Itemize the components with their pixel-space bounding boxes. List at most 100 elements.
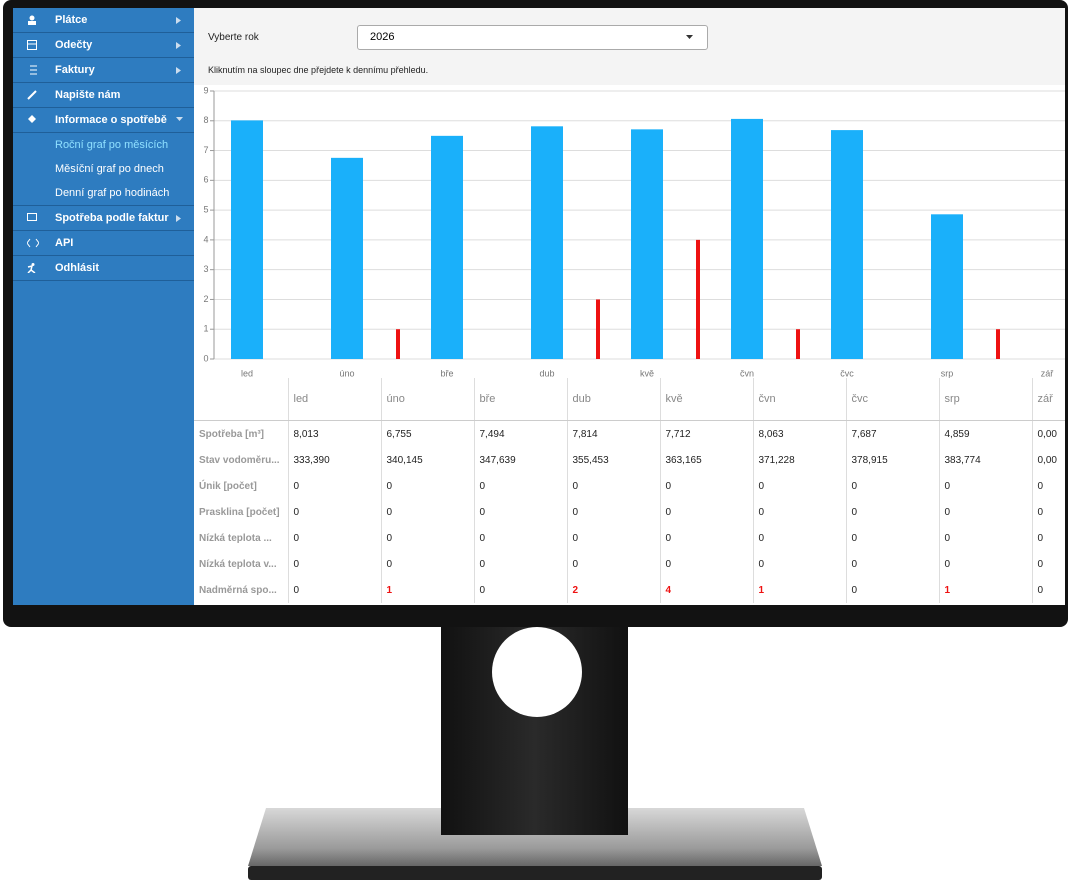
x-tick-label: led [241, 368, 253, 378]
bar [231, 120, 263, 359]
table-cell: 1 [939, 577, 1033, 603]
table-row: Spotřeba [m³] 8,013 6,755 7,494 7,814 7,712 8,… [194, 420, 1065, 447]
table-cell: 0 [846, 499, 940, 525]
table-cell: 0 [753, 473, 847, 499]
menu-item[interactable]: API [13, 231, 194, 256]
menu-label[interactable]: Odečty [55, 39, 93, 51]
bar [696, 239, 700, 359]
table-cell: 0 [288, 577, 382, 603]
table-cell: 0 [381, 473, 475, 499]
selected-year[interactable]: 2026 [370, 31, 395, 43]
table-cell: 0 [1032, 525, 1065, 551]
y-tick-label: 7 [203, 145, 208, 155]
y-tick-label: 5 [203, 204, 208, 214]
y-tick-label: 3 [203, 264, 208, 274]
menu-item[interactable]: Faktury [13, 58, 194, 83]
table: led úno bře dub kvě čvn čvc srp zář Spotřeba [m³]… [194, 378, 1065, 603]
menu-label[interactable]: Faktury [55, 64, 95, 76]
y-tick-label: 6 [203, 175, 208, 185]
x-tick-label: kvě [640, 368, 654, 378]
menu-item[interactable]: Spotřeba podle faktur [13, 205, 194, 231]
table-cell: 0 [939, 525, 1033, 551]
bar [596, 299, 600, 359]
screen: Plátce Odečty Faktury Napište nám Inform… [13, 8, 1065, 605]
menu-item[interactable]: Odečty [13, 33, 194, 58]
table-cell: 0 [660, 525, 754, 551]
bar [996, 329, 1000, 359]
year-select[interactable]: 2026 [357, 25, 708, 50]
arrow [176, 17, 181, 24]
column-header: led [288, 378, 382, 421]
submenu-item[interactable]: Denní graf po hodinách [55, 187, 170, 199]
menu-label[interactable]: Odhlásit [55, 262, 100, 274]
icon [28, 115, 36, 123]
hint: Kliknutím na sloupec dne přejdete k denn… [208, 65, 429, 75]
table-cell: 0 [474, 499, 568, 525]
table-cell: 2 [567, 577, 661, 603]
menu-label[interactable]: Plátce [55, 14, 88, 26]
table-cell: 7,712 [660, 420, 754, 447]
table-cell: 333,390 [288, 447, 382, 473]
row-header: Únik [počet] [194, 473, 289, 499]
column-header: čvc [846, 378, 940, 421]
header-row: led úno bře dub kvě čvn čvc srp zář [194, 378, 1065, 421]
table-cell: 0 [474, 525, 568, 551]
sidebar: Plátce Odečty Faktury Napište nám Inform… [13, 8, 194, 605]
table-cell: 0 [939, 551, 1033, 577]
icon [27, 238, 39, 248]
table-cell: 0 [1032, 577, 1065, 603]
menu-item[interactable]: Odhlásit [13, 256, 194, 281]
icon [27, 213, 37, 221]
column-header: zář [1032, 378, 1065, 421]
column-header: kvě [660, 378, 754, 421]
table-cell: 0 [381, 525, 475, 551]
menu-item[interactable]: Napište nám [13, 83, 194, 108]
icon [27, 90, 37, 100]
bar [796, 329, 800, 359]
submenu-item[interactable]: Roční graf po měsících [55, 139, 169, 151]
table-cell: 0 [753, 499, 847, 525]
content: Vyberte rok 2026 Kliknutím na sloupec dn… [194, 8, 1065, 605]
arrow [176, 117, 183, 121]
menu-item[interactable]: Plátce [13, 8, 194, 33]
table-cell: 0 [846, 525, 940, 551]
table-cell: 383,774 [939, 447, 1033, 473]
table-cell: 347,639 [474, 447, 568, 473]
table-cell: 0 [567, 473, 661, 499]
column-header: dub [567, 378, 661, 421]
column-header: bře [474, 378, 568, 421]
table-row: Únik [počet] 0 0 0 0 0 0 0 0 0 [194, 473, 1065, 499]
x-tick-label: bře [440, 368, 453, 378]
table-cell: 0 [474, 577, 568, 603]
table-cell: 0 [846, 551, 940, 577]
table-cell: 355,453 [567, 447, 661, 473]
y-tick-label: 8 [203, 115, 208, 125]
row-header: Nadměrná spo... [194, 577, 289, 603]
menu-label[interactable]: Napište nám [55, 89, 121, 101]
table-cell: 7,814 [567, 420, 661, 447]
table-cell: 0 [1032, 473, 1065, 499]
menu-label[interactable]: Informace o spotřebě [55, 114, 167, 126]
table-cell: 8,013 [288, 420, 382, 447]
table-cell: 0 [753, 551, 847, 577]
submenu-item[interactable]: Měsíční graf po dnech [55, 163, 164, 175]
table-row: Nadměrná spo... 0 1 0 2 4 1 0 1 0 [194, 577, 1065, 603]
table-cell: 0 [660, 473, 754, 499]
menu-item[interactable]: Informace o spotřebě [13, 108, 194, 133]
arrow [176, 215, 181, 222]
y-tick-label: 0 [203, 353, 208, 363]
menu-label[interactable]: Spotřeba podle faktur [55, 212, 169, 224]
bar [531, 126, 563, 360]
x-tick-label: zář [1041, 368, 1055, 378]
table-cell: 0 [567, 551, 661, 577]
table-cell: 0 [753, 525, 847, 551]
corner-cell [194, 378, 289, 421]
x-tick-label: čvc [840, 368, 854, 378]
bar [731, 118, 763, 359]
menu-label[interactable]: API [55, 237, 74, 249]
table-row: Nízká teplota v... 0 0 0 0 0 0 0 0 0 [194, 551, 1065, 577]
table-cell: 0,00 [1032, 420, 1065, 447]
y-tick-label: 9 [203, 85, 208, 95]
